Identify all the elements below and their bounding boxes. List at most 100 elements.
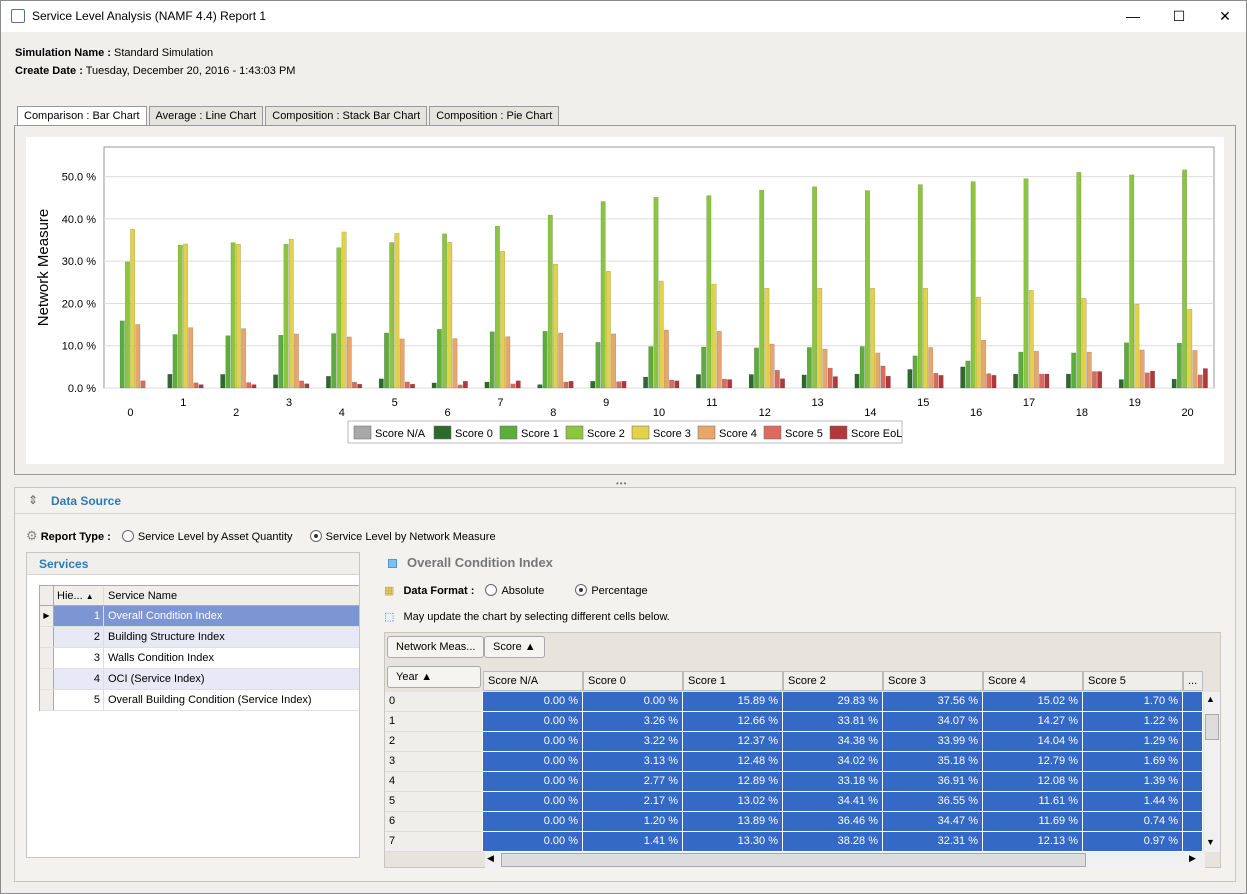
vertical-scrollbar[interactable]: ▲ ▼ <box>1204 692 1220 852</box>
data-cell[interactable]: 13.89 % <box>683 812 783 832</box>
data-cell[interactable]: 29.83 % <box>783 692 883 712</box>
data-cell[interactable]: 3.22 % <box>583 732 683 752</box>
data-cell[interactable]: 13.02 % <box>683 792 783 812</box>
column-header[interactable]: Score 5 <box>1083 671 1183 691</box>
data-cell[interactable]: 3.13 % <box>583 752 683 772</box>
data-cell[interactable] <box>1183 792 1203 812</box>
score-field-button[interactable]: Score ▲ <box>484 636 545 658</box>
table-row[interactable]: 3 Walls Condition Index <box>40 648 359 669</box>
data-cell[interactable]: 0.00 % <box>483 792 583 812</box>
data-cell[interactable]: 1.29 % <box>1083 732 1183 752</box>
data-cell[interactable]: 12.08 % <box>983 772 1083 792</box>
close-button[interactable]: ✕ <box>1219 7 1231 24</box>
data-cell[interactable]: 1.39 % <box>1083 772 1183 792</box>
tab-stack-bar-chart[interactable]: Composition : Stack Bar Chart <box>265 106 428 126</box>
data-cell[interactable]: 14.04 % <box>983 732 1083 752</box>
data-cell[interactable]: 1.69 % <box>1083 752 1183 772</box>
table-row[interactable]: 5 Overall Building Condition (Service In… <box>40 690 359 711</box>
data-cell[interactable]: 38.28 % <box>783 832 883 852</box>
column-header[interactable]: Score 0 <box>583 671 683 691</box>
scroll-up-icon[interactable]: ▲ <box>1206 694 1215 704</box>
data-cell[interactable]: 34.02 % <box>783 752 883 772</box>
data-cell[interactable]: 0.00 % <box>483 712 583 732</box>
radio-network-measure[interactable]: Service Level by Network Measure <box>309 530 496 543</box>
data-cell[interactable]: 36.55 % <box>883 792 983 812</box>
data-cell[interactable]: 32.31 % <box>883 832 983 852</box>
data-cell[interactable]: 2.77 % <box>583 772 683 792</box>
data-cell[interactable] <box>1183 772 1203 792</box>
data-cell[interactable]: 0.00 % <box>583 692 683 712</box>
collapse-icon[interactable]: ⇕ <box>28 493 39 507</box>
year-cell[interactable]: 4 <box>385 772 483 792</box>
column-header[interactable]: Score 4 <box>983 671 1083 691</box>
data-cell[interactable]: 1.44 % <box>1083 792 1183 812</box>
minimize-button[interactable]: — <box>1126 8 1140 24</box>
data-cell[interactable]: 0.97 % <box>1083 832 1183 852</box>
column-header[interactable]: Score N/A <box>483 671 583 691</box>
year-cell[interactable]: 6 <box>385 812 483 832</box>
data-cell[interactable]: 33.99 % <box>883 732 983 752</box>
data-cell[interactable]: 12.37 % <box>683 732 783 752</box>
data-cell[interactable]: 12.13 % <box>983 832 1083 852</box>
radio-circle[interactable] <box>121 530 134 542</box>
scroll-thumb[interactable] <box>1205 714 1219 740</box>
data-cell[interactable]: 0.00 % <box>483 812 583 832</box>
data-cell[interactable]: 0.00 % <box>483 832 583 852</box>
data-cell[interactable]: 33.81 % <box>783 712 883 732</box>
scroll-left-icon[interactable]: ◀ <box>487 853 494 863</box>
year-cell[interactable]: 5 <box>385 792 483 812</box>
data-cell[interactable]: 36.91 % <box>883 772 983 792</box>
column-header[interactable]: Score 3 <box>883 671 983 691</box>
scroll-down-icon[interactable]: ▼ <box>1206 837 1215 847</box>
data-cell[interactable]: 34.41 % <box>783 792 883 812</box>
data-cell[interactable]: 2.17 % <box>583 792 683 812</box>
tab-bar-chart[interactable]: Comparison : Bar Chart <box>17 106 147 127</box>
data-cell[interactable] <box>1183 752 1203 772</box>
data-cell[interactable]: 1.20 % <box>583 812 683 832</box>
data-cell[interactable]: 15.89 % <box>683 692 783 712</box>
tab-line-chart[interactable]: Average : Line Chart <box>148 106 264 126</box>
data-cell[interactable]: 13.30 % <box>683 832 783 852</box>
maximize-button[interactable]: ☐ <box>1172 7 1186 24</box>
data-cell[interactable]: 34.38 % <box>783 732 883 752</box>
data-cell[interactable]: 12.48 % <box>683 752 783 772</box>
hscroll-thumb[interactable] <box>501 853 1086 867</box>
radio-absolute[interactable]: Absolute <box>485 584 544 597</box>
splitter-handle[interactable]: ••• <box>616 479 628 488</box>
network-measure-field-button[interactable]: Network Meas... <box>387 636 485 658</box>
column-header[interactable]: ... <box>1183 671 1203 691</box>
scroll-right-icon[interactable]: ▶ <box>1189 853 1196 863</box>
radio-circle[interactable] <box>485 584 498 596</box>
data-cell[interactable] <box>1183 712 1203 732</box>
radio-percentage[interactable]: Percentage <box>575 584 648 597</box>
data-cell[interactable] <box>1183 812 1203 832</box>
column-header[interactable]: Score 1 <box>683 671 783 691</box>
data-cell[interactable]: 14.27 % <box>983 712 1083 732</box>
year-cell[interactable]: 7 <box>385 832 483 852</box>
data-cell[interactable]: 1.41 % <box>583 832 683 852</box>
data-cell[interactable]: 0.00 % <box>483 752 583 772</box>
data-cell[interactable]: 0.00 % <box>483 732 583 752</box>
radio-asset-quantity[interactable]: Service Level by Asset Quantity <box>121 530 293 543</box>
data-cell[interactable]: 34.07 % <box>883 712 983 732</box>
bar-chart[interactable]: 0.0 % 10.0 % 20.0 % 30.0 % 40.0 % 50.0 % Netwo… <box>26 137 1224 464</box>
data-cell[interactable]: 33.18 % <box>783 772 883 792</box>
year-cell[interactable]: 3 <box>385 752 483 772</box>
data-cell[interactable]: 35.18 % <box>883 752 983 772</box>
data-cell[interactable]: 0.00 % <box>483 772 583 792</box>
data-cell[interactable]: 11.61 % <box>983 792 1083 812</box>
year-cell[interactable]: 0 <box>385 692 483 712</box>
data-cell[interactable]: 34.47 % <box>883 812 983 832</box>
data-cell[interactable] <box>1183 732 1203 752</box>
data-cell[interactable]: 12.66 % <box>683 712 783 732</box>
data-cell[interactable]: 15.02 % <box>983 692 1083 712</box>
year-cell[interactable]: 2 <box>385 732 483 752</box>
data-source-header[interactable]: ⇕ Data Source <box>15 488 1235 514</box>
data-cell[interactable]: 11.69 % <box>983 812 1083 832</box>
year-field-button[interactable]: Year ▲ <box>387 666 481 688</box>
radio-circle[interactable] <box>575 584 588 596</box>
data-cell[interactable]: 0.74 % <box>1083 812 1183 832</box>
data-cell[interactable]: 12.79 % <box>983 752 1083 772</box>
data-cell[interactable]: 1.22 % <box>1083 712 1183 732</box>
table-row[interactable]: 2 Building Structure Index <box>40 627 359 648</box>
